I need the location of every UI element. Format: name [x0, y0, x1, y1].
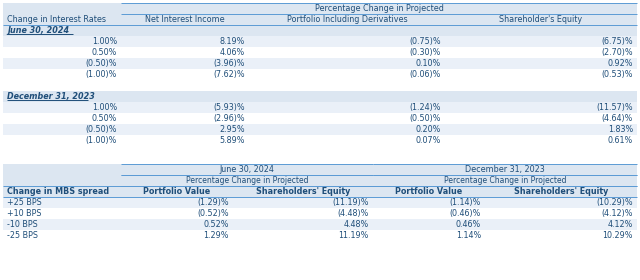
Text: (1.24)%: (1.24)% [410, 103, 441, 112]
Text: (11.19)%: (11.19)% [333, 198, 369, 207]
Text: (4.12)%: (4.12)% [602, 209, 633, 218]
Text: 4.48%: 4.48% [344, 220, 369, 229]
Text: 0.52%: 0.52% [204, 220, 229, 229]
Bar [3, 69, 637, 80]
Text: Portfolio Value: Portfolio Value [143, 187, 211, 196]
Bar [3, 186, 637, 197]
Text: 1.00%: 1.00% [92, 37, 117, 46]
Text: 0.92%: 0.92% [607, 59, 633, 68]
Text: (2.96)%: (2.96)% [213, 114, 245, 123]
Text: (10.29)%: (10.29)% [596, 198, 633, 207]
Text: (3.96)%: (3.96)% [214, 59, 245, 68]
Text: June 30, 2024: June 30, 2024 [7, 26, 69, 35]
Text: (11.57)%: (11.57)% [596, 103, 633, 112]
Text: (0.75)%: (0.75)% [410, 37, 441, 46]
Text: Change in MBS spread: Change in MBS spread [7, 187, 109, 196]
Text: 1.29%: 1.29% [204, 231, 229, 240]
Text: 4.06%: 4.06% [220, 48, 245, 57]
Text: (0.06)%: (0.06)% [410, 70, 441, 79]
Text: 0.50%: 0.50% [92, 48, 117, 57]
Bar [3, 14, 637, 25]
Text: 1.83%: 1.83% [608, 125, 633, 134]
Text: Percentage Change in Projected: Percentage Change in Projected [315, 4, 444, 13]
Text: (7.62)%: (7.62)% [213, 70, 245, 79]
Text: +10 BPS: +10 BPS [7, 209, 42, 218]
Text: (0.53)%: (0.53)% [602, 70, 633, 79]
Bar [3, 47, 637, 58]
Text: 2.95%: 2.95% [220, 125, 245, 134]
Bar [3, 3, 637, 14]
Bar [3, 175, 637, 186]
Text: Shareholders' Equity: Shareholders' Equity [514, 187, 608, 196]
Bar [3, 25, 637, 36]
Text: (0.50)%: (0.50)% [410, 114, 441, 123]
Text: -25 BPS: -25 BPS [7, 231, 38, 240]
Text: 1.00%: 1.00% [92, 103, 117, 112]
Bar [3, 197, 637, 208]
Text: 1.14%: 1.14% [456, 231, 481, 240]
Bar [3, 113, 637, 124]
Text: December 31, 2023: December 31, 2023 [7, 92, 95, 101]
Text: (6.75)%: (6.75)% [602, 37, 633, 46]
Text: 0.46%: 0.46% [456, 220, 481, 229]
Bar [3, 219, 637, 230]
Text: December 31, 2023: December 31, 2023 [465, 165, 545, 174]
Text: Shareholders' Equity: Shareholders' Equity [256, 187, 350, 196]
Text: 0.50%: 0.50% [92, 114, 117, 123]
Bar [3, 36, 637, 47]
Text: (4.64)%: (4.64)% [602, 114, 633, 123]
Text: 10.29%: 10.29% [602, 231, 633, 240]
Text: 5.89%: 5.89% [220, 136, 245, 145]
Bar [3, 80, 637, 91]
Bar [3, 102, 637, 113]
Text: 4.12%: 4.12% [607, 220, 633, 229]
Text: (1.00)%: (1.00)% [86, 70, 117, 79]
Text: (2.70)%: (2.70)% [602, 48, 633, 57]
Text: (0.50)%: (0.50)% [86, 125, 117, 134]
Text: Shareholder's Equity: Shareholder's Equity [499, 15, 582, 24]
Text: 0.10%: 0.10% [416, 59, 441, 68]
Bar [3, 164, 637, 175]
Text: (1.14)%: (1.14)% [450, 198, 481, 207]
Text: Change in Interest Rates: Change in Interest Rates [7, 15, 106, 24]
Text: 0.20%: 0.20% [415, 125, 441, 134]
Text: 0.07%: 0.07% [415, 136, 441, 145]
Text: (5.93)%: (5.93)% [213, 103, 245, 112]
Text: +25 BPS: +25 BPS [7, 198, 42, 207]
Text: Portfolio Value: Portfolio Value [396, 187, 463, 196]
Text: (4.48)%: (4.48)% [338, 209, 369, 218]
Bar [3, 124, 637, 135]
Text: 11.19%: 11.19% [339, 231, 369, 240]
Bar [3, 91, 637, 102]
Text: 0.61%: 0.61% [608, 136, 633, 145]
Bar [3, 230, 637, 241]
Bar [3, 58, 637, 69]
Text: (0.46)%: (0.46)% [450, 209, 481, 218]
Bar [3, 135, 637, 146]
Text: June 30, 2024: June 30, 2024 [220, 165, 275, 174]
Text: Net Interest Income: Net Interest Income [145, 15, 225, 24]
Bar [3, 208, 637, 219]
Text: (0.52)%: (0.52)% [197, 209, 229, 218]
Text: (1.29)%: (1.29)% [197, 198, 229, 207]
Text: (0.50)%: (0.50)% [86, 59, 117, 68]
Text: (1.00)%: (1.00)% [86, 136, 117, 145]
Text: -10 BPS: -10 BPS [7, 220, 38, 229]
Text: 8.19%: 8.19% [220, 37, 245, 46]
Text: Percentage Change in Projected: Percentage Change in Projected [186, 176, 308, 185]
Text: Portfolio Including Derivatives: Portfolio Including Derivatives [287, 15, 407, 24]
Text: (0.30)%: (0.30)% [410, 48, 441, 57]
Text: Percentage Change in Projected: Percentage Change in Projected [444, 176, 566, 185]
